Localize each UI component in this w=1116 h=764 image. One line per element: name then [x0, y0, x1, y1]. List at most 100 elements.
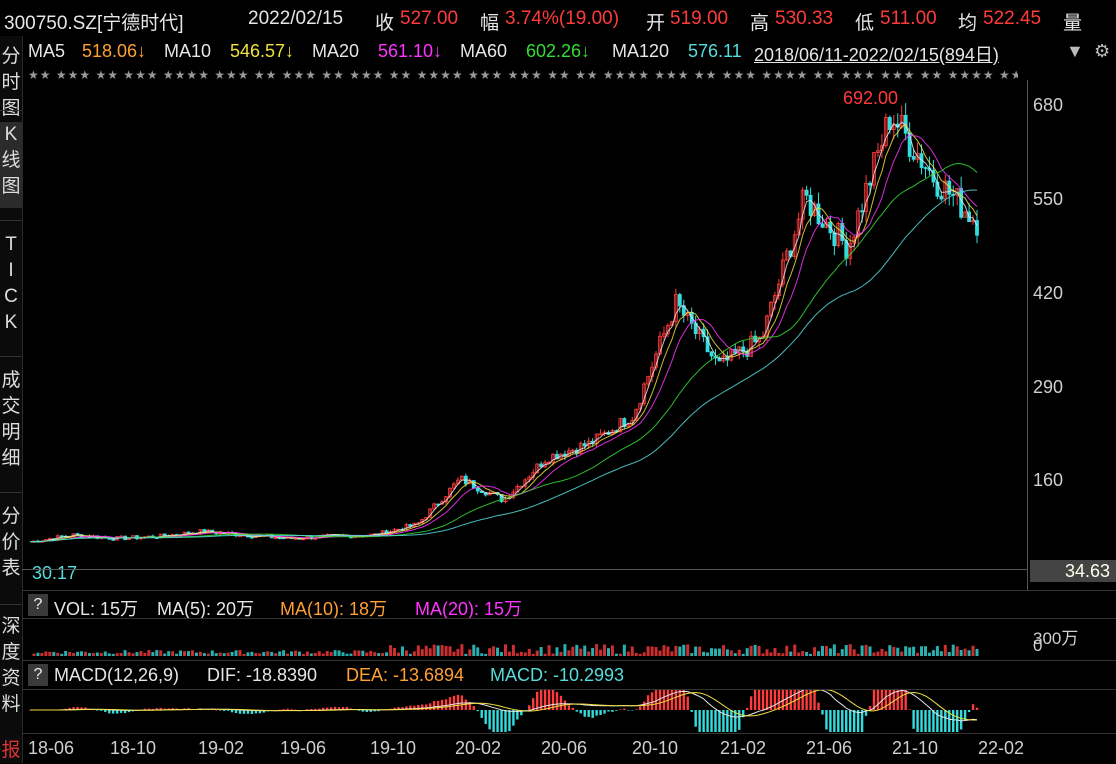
volume-bar	[476, 647, 480, 656]
price-tick: 160	[1033, 470, 1064, 490]
candle-body	[769, 301, 773, 317]
volume-bar	[222, 653, 226, 656]
tab-deep-info[interactable]: 深 度 资 料	[0, 614, 22, 722]
volume-bar	[500, 652, 504, 656]
open-label: 开	[646, 13, 666, 34]
macd-help-button[interactable]: ?	[28, 664, 48, 686]
volume-bar	[87, 653, 91, 656]
macd-bar	[646, 695, 650, 710]
macd-params: MACD(12,26,9)	[54, 665, 180, 685]
volume-bar	[630, 646, 634, 656]
volume-bar	[860, 645, 864, 656]
macd-bar	[559, 695, 563, 710]
volume-bar	[464, 653, 468, 656]
candle-body	[883, 117, 888, 147]
macd-chart[interactable]	[22, 690, 1027, 732]
volume-bar	[650, 646, 654, 656]
macd-bar	[555, 692, 559, 710]
date-range-selector[interactable]: 2018/06/11-2022/02/15(894日)	[754, 45, 999, 65]
macd-bar	[322, 707, 325, 710]
volume-bar	[773, 648, 777, 656]
volume-bar	[947, 652, 951, 656]
ma120-label: MA120	[612, 41, 670, 61]
macd-bar	[504, 710, 507, 732]
macd-bar	[425, 704, 428, 710]
macd-bar	[781, 690, 785, 710]
volume-bar	[646, 646, 650, 656]
macd-bar	[528, 705, 531, 710]
volume-bar	[567, 650, 571, 656]
tab-kline-chart[interactable]: K 线 图	[0, 122, 22, 208]
macd-bar	[159, 707, 162, 710]
macd-bar	[868, 705, 872, 710]
macd-bar	[627, 710, 630, 711]
macd-value: MACD: -10.2993	[490, 665, 625, 685]
macd-bar	[242, 710, 246, 714]
gear-icon[interactable]: ⚙	[1094, 41, 1111, 61]
volume-bar	[801, 651, 805, 656]
volume-bar	[103, 651, 107, 656]
macd-bar	[171, 708, 174, 710]
volume-bar	[694, 646, 698, 656]
macd-bar	[76, 706, 79, 710]
tab-divider	[0, 492, 22, 493]
macd-bar	[108, 710, 111, 714]
volume-bar	[765, 649, 769, 656]
volume-bar	[60, 653, 64, 656]
macd-bar	[900, 690, 903, 710]
range-dropdown-icon[interactable]: ▼	[1066, 41, 1084, 61]
volume-bar	[64, 650, 68, 656]
volume-bar	[880, 648, 884, 656]
volume-bar	[369, 650, 373, 656]
macd-bar	[488, 710, 491, 730]
high-label: 高	[750, 13, 770, 34]
volume-bar	[698, 646, 702, 656]
macd-bar	[143, 708, 147, 710]
macd-bar	[821, 710, 824, 715]
macd-bar	[674, 690, 678, 710]
candle-body	[475, 487, 480, 492]
volume-bar	[424, 645, 428, 656]
macd-bar	[837, 710, 840, 732]
quote-date: 2022/02/15	[248, 8, 344, 29]
tab-price-table-label: 分 价 表	[1, 506, 21, 579]
volume-bar	[341, 652, 345, 656]
tab-tick[interactable]: T I C K	[0, 232, 22, 340]
volume-bar	[72, 653, 76, 656]
volume-bar	[856, 653, 860, 656]
tab-minute-chart-label: 分 时 图	[1, 46, 21, 119]
volume-bar	[749, 645, 753, 656]
tab-minute-chart[interactable]: 分 时 图	[0, 44, 22, 119]
volume-help-button[interactable]: ?	[28, 594, 48, 616]
side-tab-strip: 分 时 图 K 线 图 T I C K 成 交 明 细 分 价 表 深 度 资 …	[0, 36, 23, 763]
volume-bar	[218, 652, 222, 656]
macd-bar	[524, 710, 527, 711]
macd-bar	[967, 710, 971, 713]
change-value: 3.74%(19.00)	[505, 8, 620, 29]
volume-bar	[579, 648, 583, 656]
tab-trade-details[interactable]: 成 交 明 细	[0, 368, 22, 476]
volume-chart[interactable]	[22, 620, 1027, 658]
volume-bar	[884, 651, 888, 656]
x-tick: 19-06	[280, 738, 327, 758]
tab-price-table[interactable]: 分 价 表	[0, 504, 22, 588]
volume-bar	[777, 652, 781, 656]
volume-bar	[923, 646, 927, 656]
kline-chart[interactable]	[22, 80, 1027, 580]
candle-body	[551, 453, 555, 463]
volume-bar	[99, 652, 103, 656]
tab-report[interactable]: 报	[0, 738, 22, 764]
volume-bar	[202, 653, 206, 656]
volume-bar	[353, 650, 357, 656]
volume-bar	[444, 645, 448, 656]
volume-bar	[713, 648, 717, 656]
macd-bar	[813, 690, 816, 710]
volume-bar	[175, 653, 179, 656]
volume-bar	[920, 646, 924, 656]
volume-bar	[95, 652, 99, 656]
macd-bar	[892, 690, 895, 710]
volume-bar	[896, 647, 900, 656]
macd-bar	[72, 707, 75, 710]
volume-bar	[214, 653, 218, 656]
candle-body	[860, 210, 864, 213]
